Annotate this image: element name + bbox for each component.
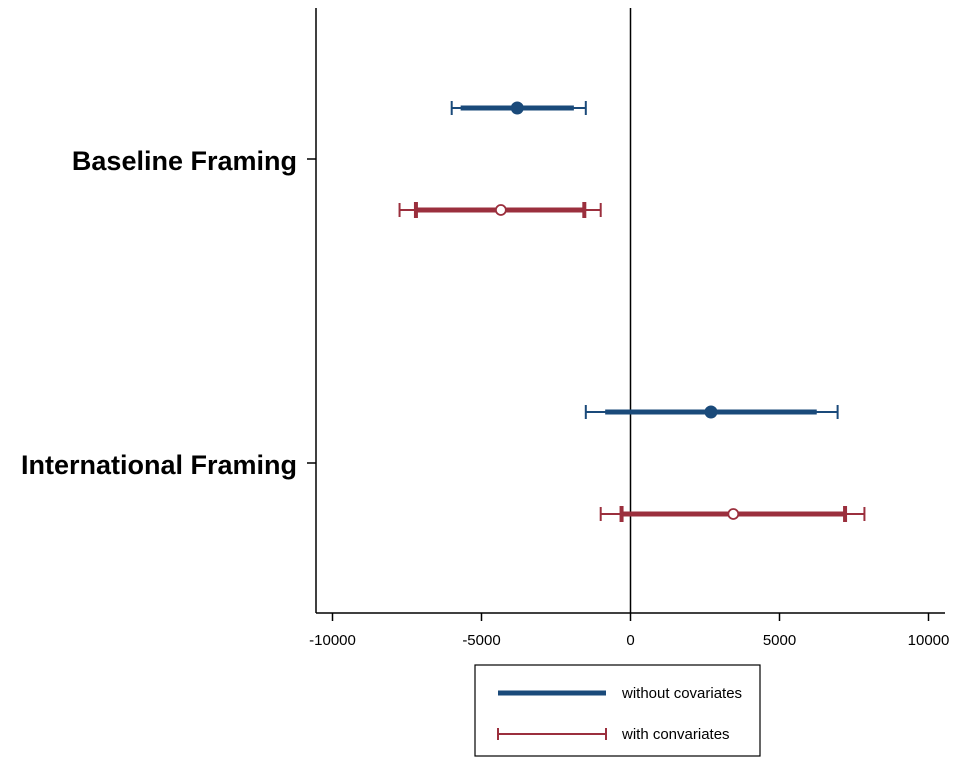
coef-with-convariates-baseline bbox=[398, 202, 602, 218]
x-tick-label: 0 bbox=[626, 632, 634, 649]
point-estimate bbox=[494, 204, 507, 216]
category-label-international-framing: International Framing bbox=[21, 450, 297, 480]
legend: without covariates with convariates bbox=[474, 664, 761, 757]
coef-without-covariates-international bbox=[584, 405, 839, 419]
legend-box bbox=[474, 664, 761, 757]
x-tick-label: 10000 bbox=[908, 632, 950, 649]
coef-without-covariates-baseline bbox=[450, 101, 587, 115]
legend-swatch-with-covariates bbox=[497, 728, 607, 740]
series-marks bbox=[398, 101, 866, 522]
legend-label-without-covariates: without covariates bbox=[621, 685, 742, 702]
point-estimate bbox=[704, 405, 718, 419]
x-tick-label: -10000 bbox=[309, 632, 356, 649]
x-axis-ticks: -10000 -5000 0 5000 10000 bbox=[309, 613, 949, 649]
coef-with-convariates-international bbox=[599, 506, 866, 522]
x-tick-label: 5000 bbox=[763, 632, 796, 649]
point-estimate bbox=[510, 101, 524, 115]
point-estimate bbox=[727, 508, 740, 520]
legend-label-with-covariates: with convariates bbox=[621, 726, 730, 743]
x-tick-label: -5000 bbox=[462, 632, 500, 649]
category-label-baseline-framing: Baseline Framing bbox=[72, 146, 297, 176]
